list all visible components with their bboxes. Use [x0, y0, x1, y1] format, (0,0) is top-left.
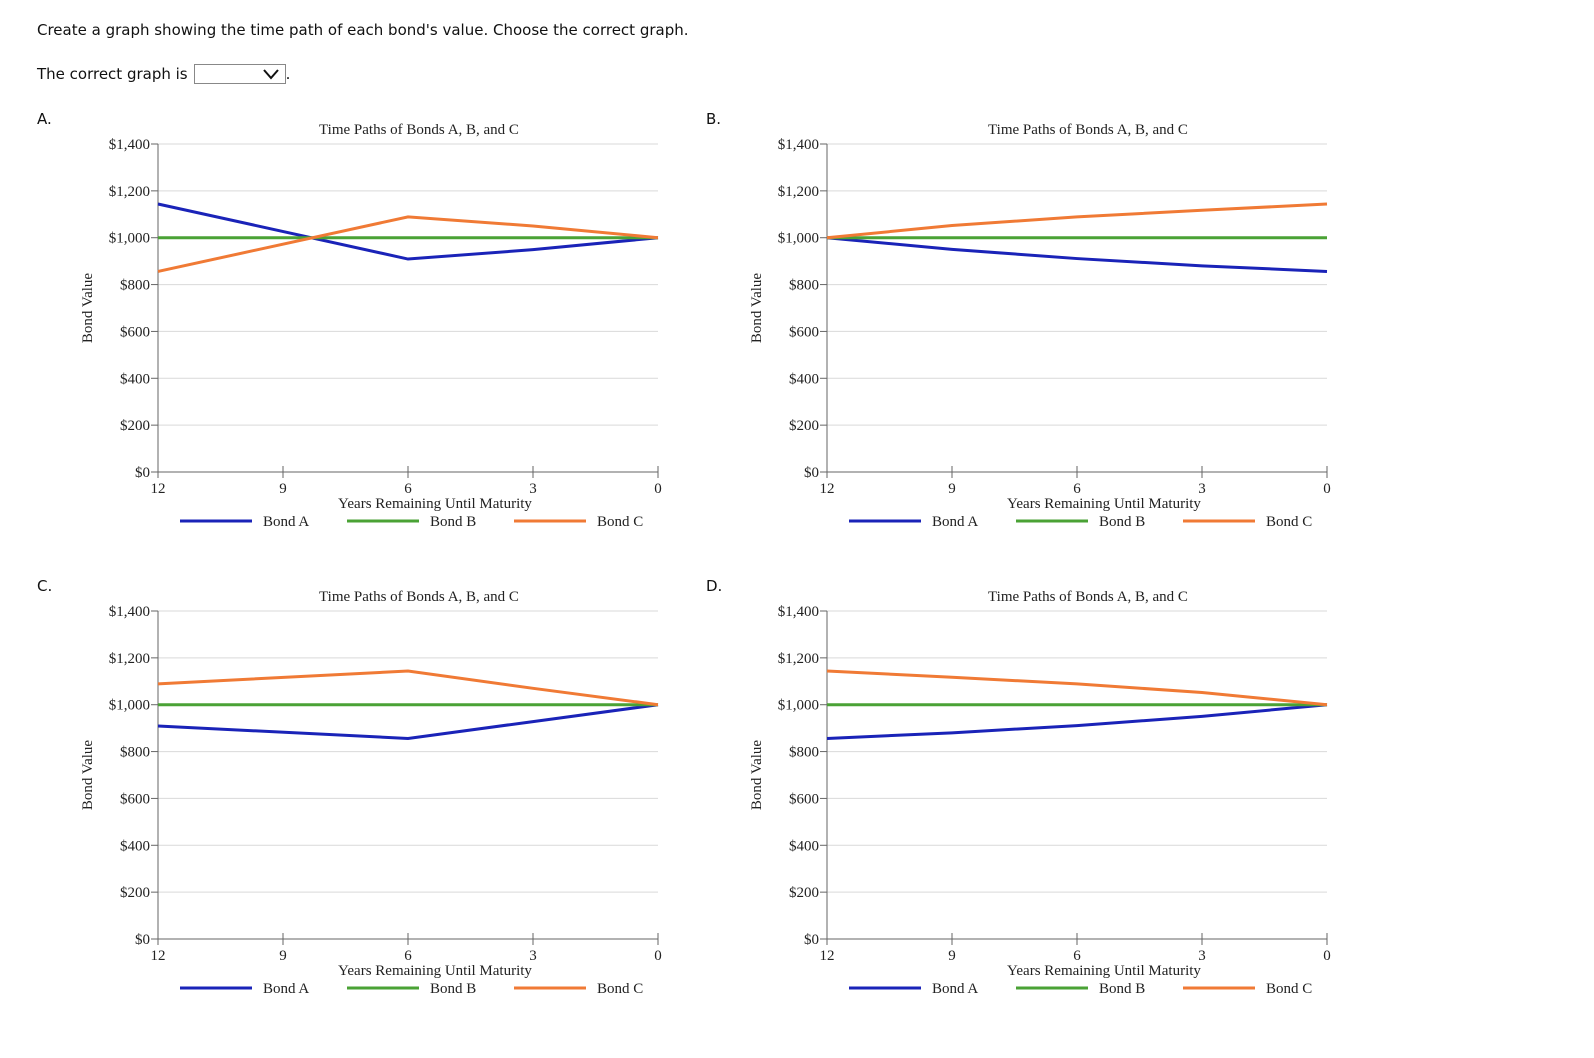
y-tick-label: $400	[120, 838, 150, 854]
y-tick-label: $400	[120, 371, 150, 387]
y-tick-label: $200	[120, 885, 150, 901]
legend-label: Bond A	[263, 981, 309, 997]
y-tick-label: $800	[789, 745, 819, 761]
y-tick-label: $1,000	[778, 698, 819, 714]
x-tick-label: 6	[404, 481, 412, 497]
y-tick-label: $600	[789, 324, 819, 340]
option-label-d: D.	[706, 577, 723, 595]
x-tick-label: 3	[529, 948, 537, 964]
answer-prompt: The correct graph is .	[37, 64, 290, 84]
x-tick-label: 3	[1198, 481, 1206, 497]
x-tick-label: 6	[404, 948, 412, 964]
series-line-bond-c	[826, 669, 1328, 707]
y-tick-label: $200	[789, 418, 819, 434]
x-tick-label: 12	[820, 948, 835, 964]
chart-option-b[interactable]: Time Paths of Bonds A, B, and C $0 $200 $40…	[699, 110, 1359, 540]
series-line-bond-a	[826, 703, 1328, 740]
y-tick-label: $1,000	[109, 698, 150, 714]
chart-option-c[interactable]: Time Paths of Bonds A, B, and C $0 $200 $40…	[30, 577, 690, 1007]
prompt-suffix: .	[285, 65, 291, 83]
y-axis-label: Bond Value	[749, 273, 765, 343]
chart-option-d[interactable]: Time Paths of Bonds A, B, and C $0 $200 $40…	[699, 577, 1359, 1007]
prompt-prefix: The correct graph is	[37, 65, 188, 83]
x-axis-label: Years Remaining Until Maturity	[1007, 496, 1201, 512]
chart-title: Time Paths of Bonds A, B, and C	[988, 122, 1188, 138]
y-tick-label: $0	[804, 465, 819, 481]
y-tick-label: $0	[135, 932, 150, 948]
legend-label: Bond C	[597, 514, 643, 530]
chevron-down-icon	[262, 69, 279, 80]
y-tick-label: $400	[789, 838, 819, 854]
series-line-bond-a	[157, 202, 659, 261]
x-tick-label: 3	[1198, 948, 1206, 964]
x-tick-label: 9	[948, 948, 956, 964]
x-axis-label: Years Remaining Until Maturity	[1007, 963, 1201, 979]
y-tick-label: $1,200	[109, 651, 150, 667]
x-tick-label: 9	[948, 481, 956, 497]
x-tick-label: 12	[151, 948, 166, 964]
x-tick-label: 12	[151, 481, 166, 497]
y-tick-label: $0	[804, 932, 819, 948]
series-line-bond-a	[826, 236, 1328, 273]
question-text: Create a graph showing the time path of …	[37, 21, 689, 39]
y-tick-label: $1,000	[778, 231, 819, 247]
chart-option-a[interactable]: Time Paths of Bonds A, B, and C $0 $200 $40…	[30, 110, 690, 540]
legend-label: Bond A	[263, 514, 309, 530]
series-line-bond-a	[157, 703, 659, 740]
chart-title: Time Paths of Bonds A, B, and C	[319, 122, 519, 138]
y-axis-label: Bond Value	[80, 273, 96, 343]
chart-title: Time Paths of Bonds A, B, and C	[319, 589, 519, 605]
x-tick-label: 3	[529, 481, 537, 497]
legend-label: Bond A	[932, 981, 978, 997]
legend-label: Bond C	[1266, 514, 1312, 530]
y-tick-label: $1,200	[778, 651, 819, 667]
x-axis-label: Years Remaining Until Maturity	[338, 496, 532, 512]
series-line-bond-c	[157, 215, 659, 273]
x-tick-label: 6	[1073, 948, 1081, 964]
x-tick-label: 0	[654, 948, 662, 964]
graph-select-dropdown[interactable]	[193, 64, 286, 84]
y-tick-label: $200	[789, 885, 819, 901]
series-line-bond-c	[157, 669, 659, 707]
option-label-a: A.	[37, 110, 52, 128]
y-tick-label: $400	[789, 371, 819, 387]
y-tick-label: $600	[120, 791, 150, 807]
legend-label: Bond A	[932, 514, 978, 530]
y-tick-label: $800	[789, 278, 819, 294]
y-tick-label: $1,400	[109, 604, 150, 620]
chart-title: Time Paths of Bonds A, B, and C	[988, 589, 1188, 605]
y-tick-label: $600	[120, 324, 150, 340]
y-tick-label: $1,200	[109, 184, 150, 200]
x-axis-label: Years Remaining Until Maturity	[338, 963, 532, 979]
y-tick-label: $600	[789, 791, 819, 807]
legend-label: Bond B	[1099, 981, 1145, 997]
y-tick-label: $200	[120, 418, 150, 434]
x-tick-label: 6	[1073, 481, 1081, 497]
option-label-b: B.	[706, 110, 722, 128]
series-line-bond-c	[826, 202, 1328, 240]
legend-label: Bond C	[1266, 981, 1312, 997]
x-tick-label: 9	[279, 948, 287, 964]
legend-label: Bond B	[1099, 514, 1145, 530]
y-axis-label: Bond Value	[80, 740, 96, 810]
y-tick-label: $800	[120, 278, 150, 294]
x-tick-label: 12	[820, 481, 835, 497]
y-tick-label: $1,000	[109, 231, 150, 247]
y-tick-label: $1,200	[778, 184, 819, 200]
x-tick-label: 0	[654, 481, 662, 497]
option-label-c: C.	[37, 577, 53, 595]
y-tick-label: $1,400	[109, 137, 150, 153]
y-tick-label: $0	[135, 465, 150, 481]
legend-label: Bond C	[597, 981, 643, 997]
y-tick-label: $1,400	[778, 604, 819, 620]
x-tick-label: 9	[279, 481, 287, 497]
legend-label: Bond B	[430, 514, 476, 530]
y-tick-label: $1,400	[778, 137, 819, 153]
y-axis-label: Bond Value	[749, 740, 765, 810]
x-tick-label: 0	[1323, 481, 1331, 497]
x-tick-label: 0	[1323, 948, 1331, 964]
legend-label: Bond B	[430, 981, 476, 997]
y-tick-label: $800	[120, 745, 150, 761]
